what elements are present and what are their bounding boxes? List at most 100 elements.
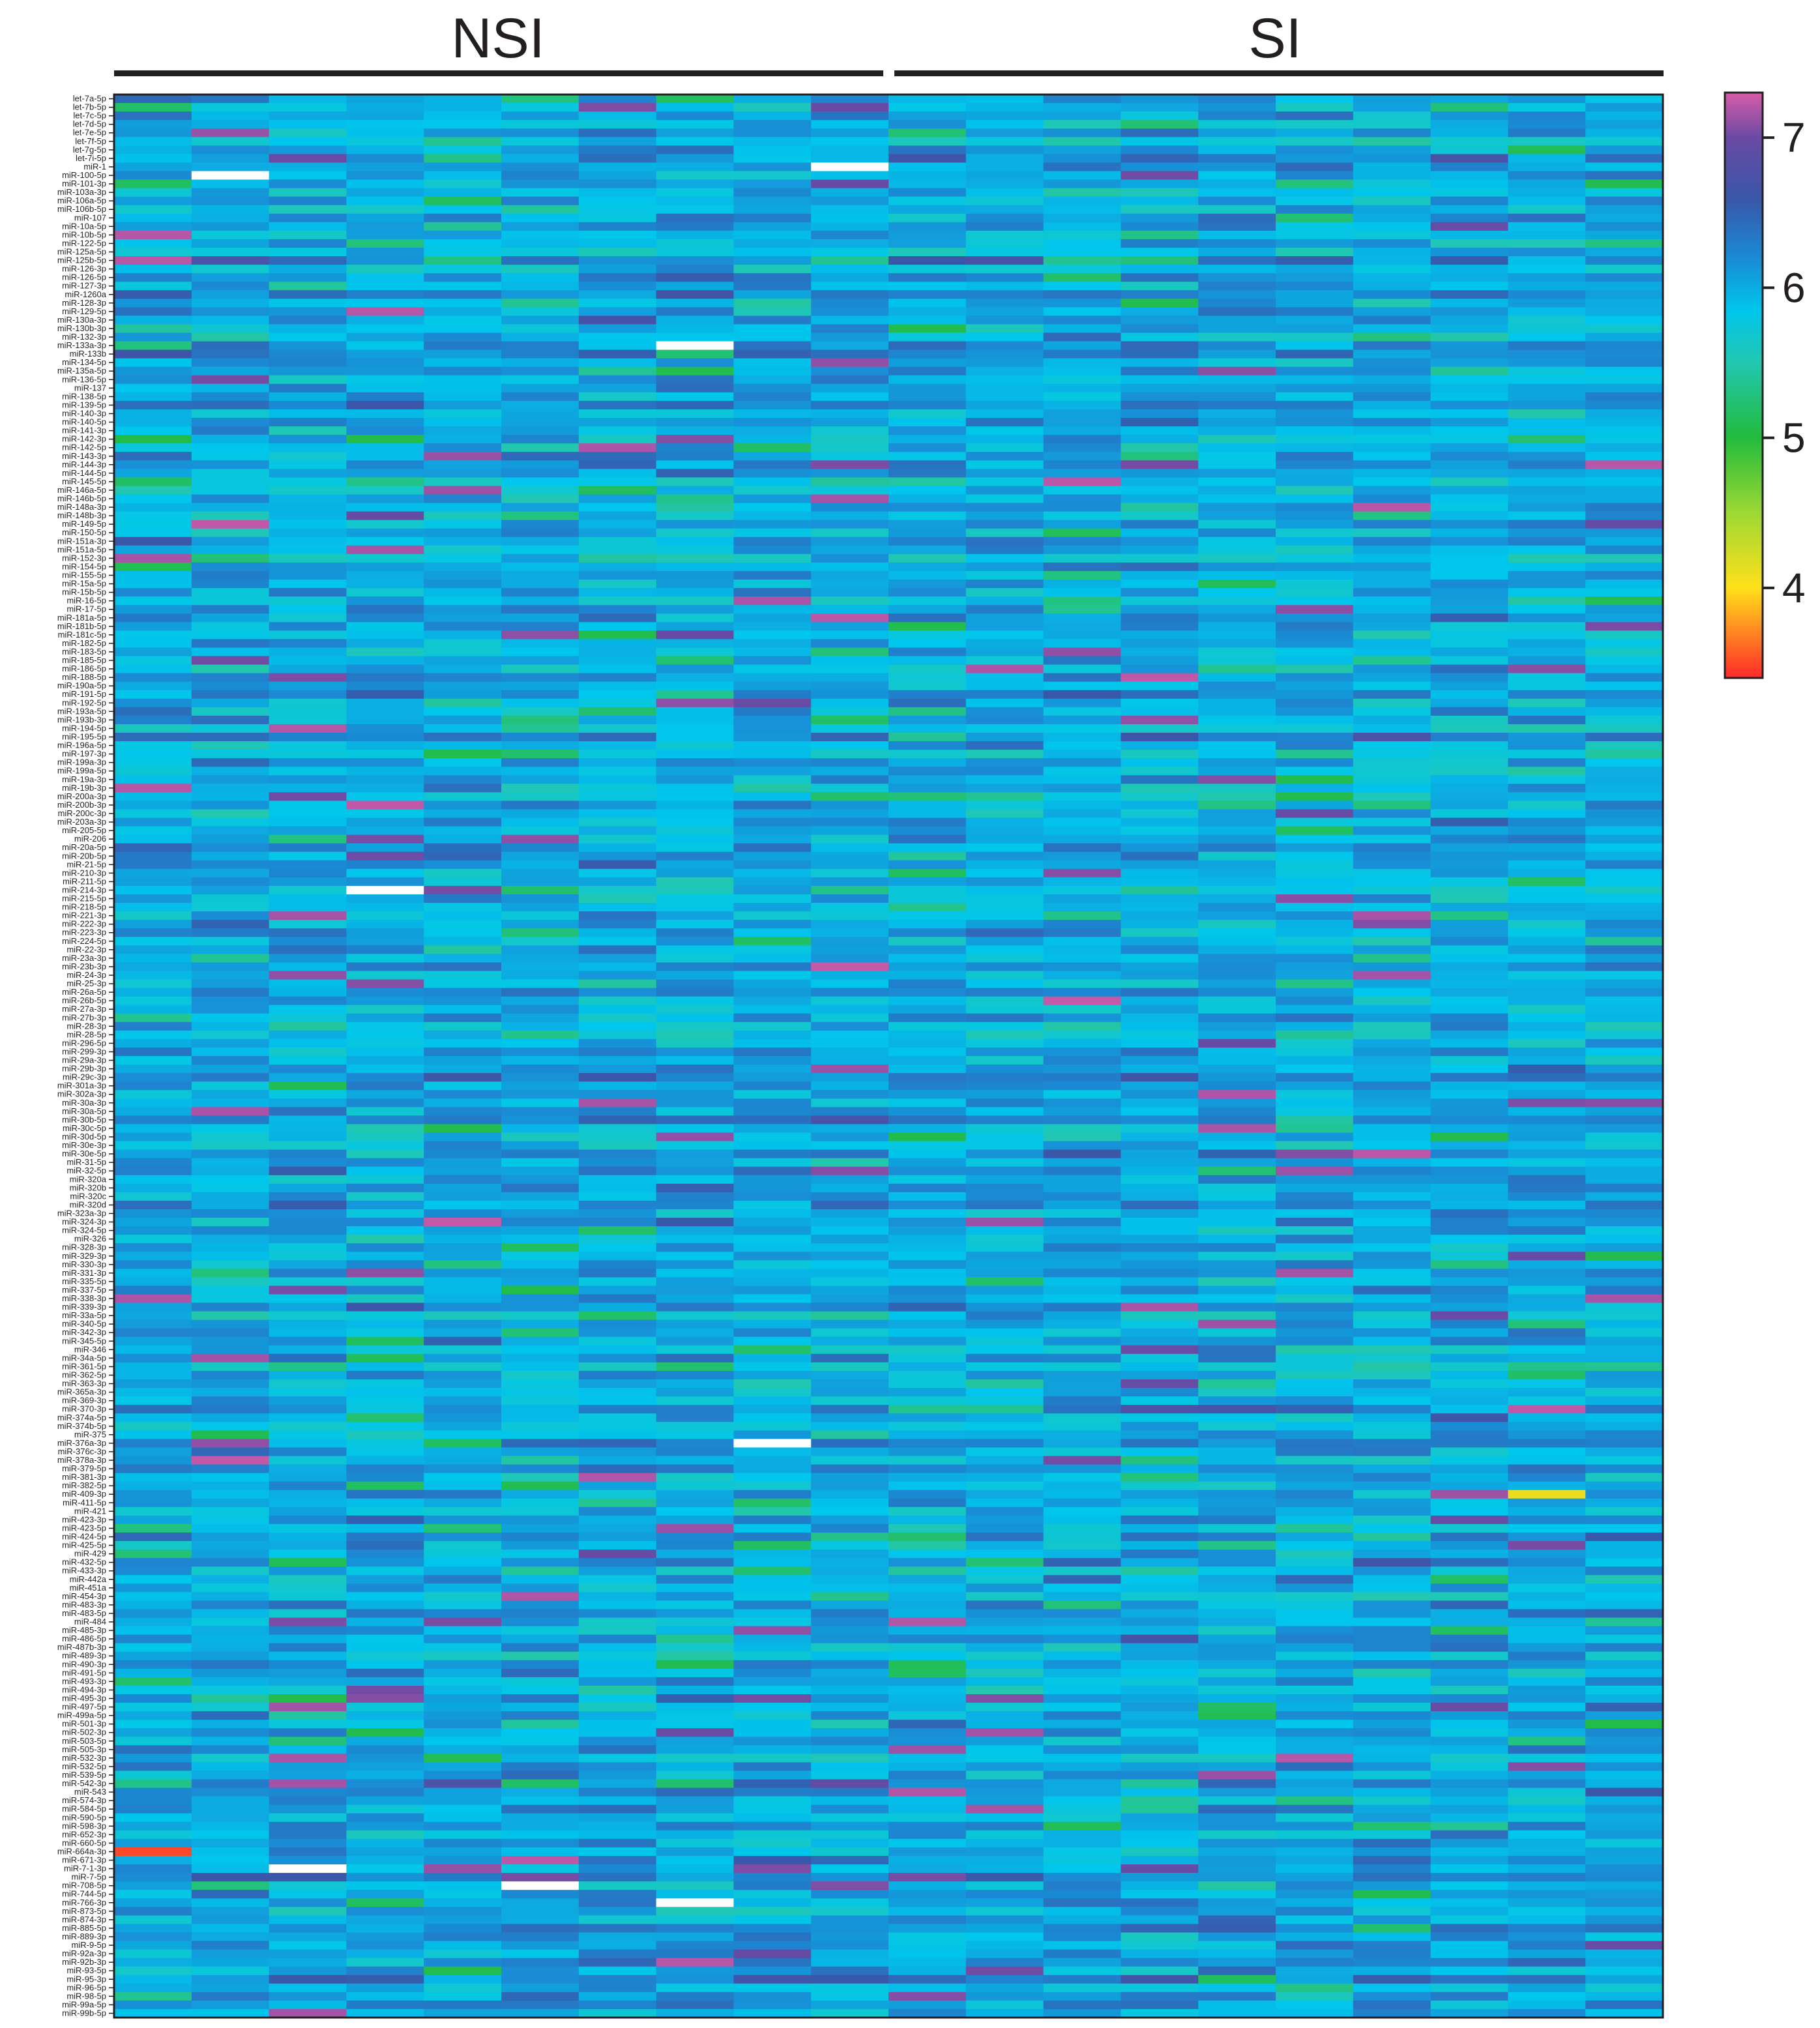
heatmap-cell bbox=[1198, 826, 1276, 836]
heatmap-cell bbox=[114, 486, 192, 495]
heatmap-cell bbox=[578, 809, 657, 819]
heatmap-cell bbox=[811, 1405, 889, 1414]
heatmap-cell bbox=[656, 154, 734, 164]
heatmap-cell bbox=[424, 1847, 502, 1857]
heatmap-cell bbox=[965, 400, 1044, 410]
heatmap-cell bbox=[888, 1515, 967, 1525]
heatmap-cell bbox=[1508, 2000, 1586, 2010]
heatmap-cell bbox=[346, 690, 424, 699]
heatmap-cell bbox=[424, 605, 502, 614]
heatmap-cell bbox=[733, 1660, 812, 1669]
row-label: miR-493-3p bbox=[62, 1676, 106, 1686]
heatmap-cell bbox=[1353, 435, 1431, 444]
heatmap-cell bbox=[1430, 358, 1508, 368]
heatmap-cell bbox=[888, 1745, 967, 1754]
heatmap-cell bbox=[1585, 1158, 1664, 1168]
heatmap-cell bbox=[346, 222, 424, 231]
heatmap-cell bbox=[269, 996, 347, 1006]
heatmap-cell bbox=[1276, 95, 1354, 104]
heatmap-cell bbox=[1585, 349, 1664, 359]
heatmap-cell bbox=[1353, 937, 1431, 946]
heatmap-cell bbox=[578, 1711, 657, 1720]
heatmap-cell bbox=[811, 536, 889, 546]
heatmap-cell bbox=[965, 1720, 1044, 1729]
heatmap-cell bbox=[1198, 1090, 1276, 1099]
heatmap-cell bbox=[1353, 1991, 1431, 2001]
heatmap-cell bbox=[1430, 1660, 1508, 1669]
heatmap-cell bbox=[888, 273, 967, 282]
heatmap-cell bbox=[1043, 1311, 1121, 1321]
heatmap-cell bbox=[1353, 1737, 1431, 1746]
heatmap-cell bbox=[1585, 528, 1664, 538]
heatmap-cell bbox=[1121, 715, 1199, 725]
heatmap-cell bbox=[1508, 469, 1586, 478]
row-label: miR-138-5p bbox=[62, 391, 106, 401]
heatmap-cell bbox=[269, 1583, 347, 1593]
heatmap-cell bbox=[424, 1081, 502, 1091]
heatmap-cell bbox=[191, 1720, 270, 1729]
heatmap-cell bbox=[346, 1566, 424, 1576]
heatmap-cell bbox=[424, 1328, 502, 1338]
row-label: miR-200a-3p bbox=[57, 791, 106, 801]
heatmap-cell bbox=[733, 1379, 812, 1389]
heatmap-cell bbox=[191, 1881, 270, 1890]
heatmap-cell bbox=[965, 1771, 1044, 1780]
heatmap-cell bbox=[1276, 1609, 1354, 1619]
row-label: miR-378a-3p bbox=[57, 1455, 106, 1465]
heatmap-cell bbox=[1585, 937, 1664, 946]
heatmap-cell bbox=[1353, 486, 1431, 495]
heatmap-cell bbox=[1121, 145, 1199, 154]
heatmap-cell bbox=[501, 715, 580, 725]
heatmap-cell bbox=[1508, 809, 1586, 819]
heatmap-cell bbox=[1198, 366, 1276, 376]
heatmap-cell bbox=[1198, 103, 1276, 112]
heatmap-cell bbox=[1585, 1235, 1664, 1244]
heatmap-cell bbox=[1353, 1541, 1431, 1550]
heatmap-cell bbox=[346, 1005, 424, 1014]
heatmap-cell bbox=[1121, 349, 1199, 359]
heatmap-cell bbox=[811, 1107, 889, 1116]
heatmap-cell bbox=[888, 383, 967, 393]
heatmap-cell bbox=[1430, 1141, 1508, 1151]
heatmap-cell bbox=[1353, 1396, 1431, 1405]
heatmap-cell bbox=[1508, 937, 1586, 946]
heatmap-cell bbox=[269, 1166, 347, 1176]
heatmap-cell bbox=[1430, 1473, 1508, 1482]
heatmap-cell bbox=[346, 452, 424, 461]
heatmap-cell bbox=[733, 851, 812, 861]
heatmap-cell bbox=[1121, 383, 1199, 393]
heatmap-cell bbox=[1198, 1592, 1276, 1601]
heatmap-cell bbox=[1508, 1660, 1586, 1669]
heatmap-cell bbox=[424, 1779, 502, 1789]
heatmap-cell bbox=[733, 477, 812, 487]
heatmap-cell bbox=[501, 486, 580, 495]
heatmap-cell bbox=[501, 851, 580, 861]
heatmap-cell bbox=[1508, 443, 1586, 452]
heatmap-cell bbox=[1353, 903, 1431, 912]
heatmap-cell bbox=[1585, 128, 1664, 138]
heatmap-cell bbox=[424, 1966, 502, 1976]
heatmap-cell bbox=[269, 1405, 347, 1414]
heatmap-cell bbox=[811, 1218, 889, 1227]
heatmap-cell bbox=[965, 1506, 1044, 1516]
heatmap-cell bbox=[811, 1506, 889, 1516]
heatmap-cell bbox=[191, 1983, 270, 1993]
heatmap-cell bbox=[1276, 996, 1354, 1006]
heatmap-cell bbox=[501, 188, 580, 198]
heatmap-cell bbox=[1585, 622, 1664, 631]
heatmap-cell bbox=[269, 1175, 347, 1184]
heatmap-cell bbox=[1585, 536, 1664, 546]
heatmap-cell bbox=[1198, 426, 1276, 435]
heatmap-cell bbox=[1121, 1473, 1199, 1482]
heatmap-cell bbox=[114, 188, 192, 198]
heatmap-cell bbox=[733, 392, 812, 402]
heatmap-cell bbox=[269, 1523, 347, 1533]
heatmap-cell bbox=[965, 1362, 1044, 1372]
heatmap-cell bbox=[1121, 494, 1199, 504]
heatmap-cell bbox=[501, 1737, 580, 1746]
heatmap-cell bbox=[114, 843, 192, 853]
heatmap-cell bbox=[578, 1643, 657, 1653]
heatmap-cell bbox=[965, 937, 1044, 946]
heatmap-cell bbox=[191, 1762, 270, 1772]
heatmap-cells bbox=[114, 95, 1664, 2018]
